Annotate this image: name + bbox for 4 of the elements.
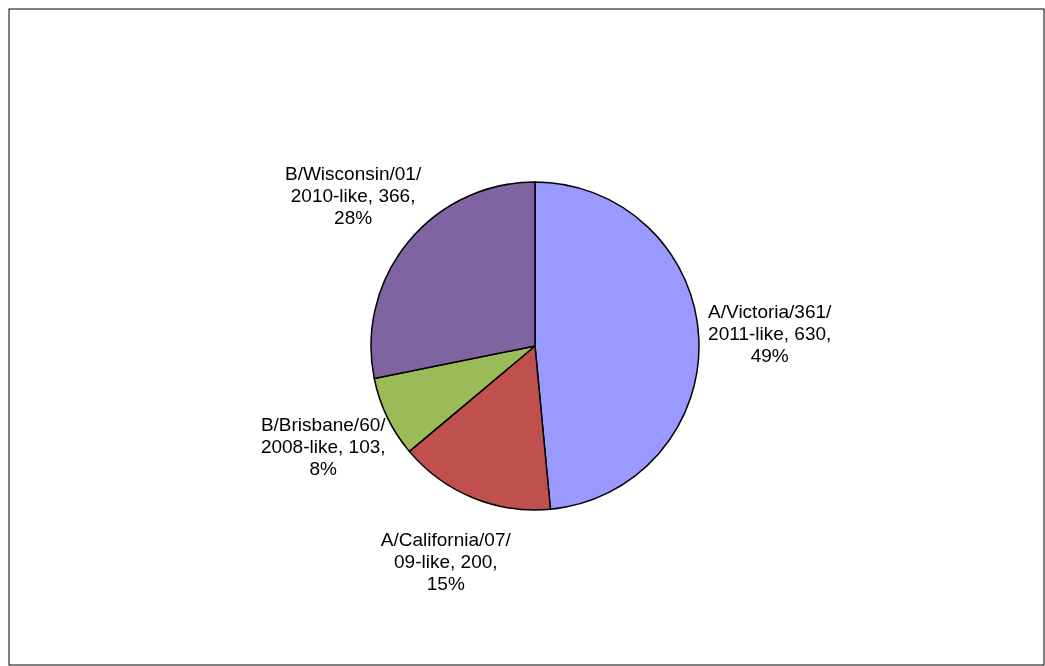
slice-label: A/California/07/09-like, 200, 15% [380, 529, 512, 595]
slice-label: A/Victoria/361/2011-like, 630, 49% [708, 300, 833, 366]
slice-label: B/Wisconsin/01/2010-like, 366, 28% [284, 163, 422, 229]
slice-label: B/Brisbane/60/2008-like, 103, 8% [260, 413, 387, 479]
